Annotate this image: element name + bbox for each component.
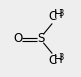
Text: 3: 3	[59, 9, 64, 18]
Text: C: C	[49, 54, 57, 67]
Text: H: H	[54, 53, 63, 66]
Text: O: O	[13, 32, 22, 45]
Text: 3: 3	[59, 53, 64, 62]
Text: H: H	[54, 8, 63, 21]
Text: S: S	[37, 32, 44, 45]
Text: C: C	[49, 10, 57, 23]
